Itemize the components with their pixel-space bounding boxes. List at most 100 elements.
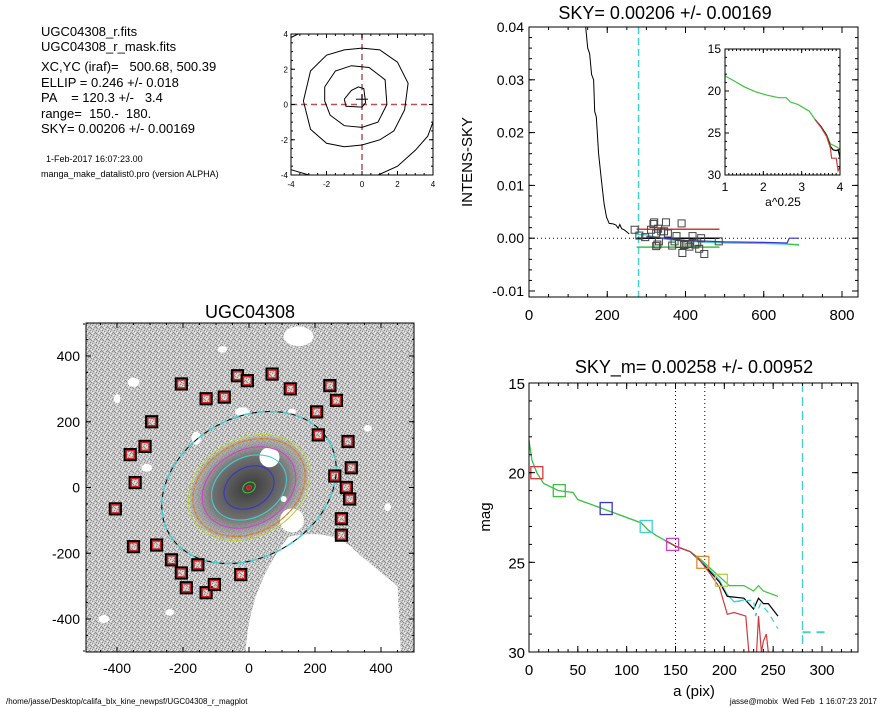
masked-region xyxy=(384,503,391,512)
intens-sky-frame xyxy=(528,26,859,298)
sky-sample-marker xyxy=(678,248,687,257)
sky-box xyxy=(341,482,352,493)
inset-xlabel: a^0.25 xyxy=(765,195,801,209)
file-name: UGC04308_r.fits xyxy=(41,24,138,39)
sky-box xyxy=(176,568,187,578)
sky-sample-marker xyxy=(714,237,723,246)
y-tick-label: 0.01 xyxy=(497,177,524,193)
sky-box xyxy=(267,369,277,379)
sky-box xyxy=(130,477,140,488)
isophote-magenta-a150 xyxy=(201,446,297,529)
sky-box-outer xyxy=(126,540,141,554)
mag-profile-red xyxy=(665,540,750,653)
x-tick-label: 150 xyxy=(663,662,688,679)
sky-box-outer xyxy=(150,538,164,552)
inset-background xyxy=(725,49,840,175)
sky-box xyxy=(201,587,211,598)
sky-box-outer xyxy=(191,558,205,572)
mag-profile-cyan-dash xyxy=(734,599,779,630)
sky-box-outer xyxy=(334,528,348,542)
y-tick-label: -2 xyxy=(281,136,289,145)
y-tick-label: 0.02 xyxy=(497,125,524,141)
y-tick-label: 0 xyxy=(284,101,289,110)
sky-sample-marker xyxy=(668,241,677,250)
contour-line xyxy=(324,65,388,128)
masked-region xyxy=(321,250,395,304)
param-pa: PA = 120.3 +/- 3.4 xyxy=(41,90,163,105)
y-tick-label: 0 xyxy=(72,480,80,496)
sky-sample-marker xyxy=(683,240,692,249)
sky-sample-marker xyxy=(700,250,709,259)
mask-file-name: UGC04308_r_mask.fits xyxy=(41,39,177,54)
sky-sample-marker xyxy=(695,244,704,253)
sky-sample-marker xyxy=(663,229,672,238)
sky-box xyxy=(181,583,192,593)
sky-box xyxy=(331,395,342,406)
x-tick-label: -4 xyxy=(287,180,295,189)
sky-box xyxy=(151,540,162,550)
param-ellip: ELLIP = 0.246 +/- 0.018 xyxy=(41,75,179,90)
isophote-marker-cyan xyxy=(639,519,653,534)
y-tick-label: 15 xyxy=(508,376,525,393)
sky-box-outer xyxy=(138,439,152,454)
y-tick-label: -4 xyxy=(281,171,289,180)
outer-profile-green xyxy=(787,243,800,246)
sky-box xyxy=(242,375,253,386)
x-tick-label: 250 xyxy=(761,662,786,679)
sky-box-outer xyxy=(108,502,122,516)
footer-user-stamp: jasse@mobix Wed Feb 1 16:07:23 2017 xyxy=(729,697,877,706)
intens-sky-title: SKY= 0.00206 +/- 0.00169 xyxy=(558,3,771,23)
sky-box-outer xyxy=(174,566,188,580)
y-tick-label: 0.00 xyxy=(497,230,524,246)
sky-box-outer xyxy=(311,428,325,442)
sky-box xyxy=(201,393,211,404)
isophote-red-a8 xyxy=(245,484,253,491)
inset-x-tick-label: 3 xyxy=(798,180,805,194)
sky-box-outer xyxy=(343,492,357,506)
x-tick-label: 200 xyxy=(303,660,327,676)
sky-box xyxy=(336,530,347,540)
sky-box-outer xyxy=(164,553,179,567)
contour-line xyxy=(290,169,309,176)
sky-box xyxy=(176,379,187,389)
y-tick-label: 400 xyxy=(57,348,81,364)
isophote-marker-magenta xyxy=(665,537,680,552)
y-tick-label: 25 xyxy=(508,555,525,572)
y-tick-label: 200 xyxy=(57,414,81,430)
y-tick-label: 30 xyxy=(508,645,525,662)
x-tick-label: 0 xyxy=(360,180,365,189)
sky-box xyxy=(236,569,246,580)
isophote-cyan-a120 xyxy=(211,454,287,521)
mag-profile-xlabel: a (pix) xyxy=(673,683,715,700)
sky-box-outer xyxy=(328,469,342,483)
sky-box-outer xyxy=(179,581,193,595)
inset-x-tick-label: 2 xyxy=(760,180,767,194)
sky-sample-marker xyxy=(630,225,639,234)
sky-sample-marker xyxy=(661,218,670,227)
sky-box-outer xyxy=(240,374,254,388)
sky-box-outer xyxy=(344,461,358,475)
masked-region xyxy=(141,463,152,472)
sky-box-outer xyxy=(323,378,337,393)
sky-box-outer xyxy=(265,367,279,381)
mag-profile-title: SKY_m= 0.00258 +/- 0.00952 xyxy=(575,357,813,378)
program-name: manga_make_datalist0.pro (version ALPHA) xyxy=(41,169,219,179)
masked-region xyxy=(283,326,314,347)
mag-profile-ylabel: mag xyxy=(477,502,494,531)
sky-box-outer xyxy=(329,393,344,407)
sky-box xyxy=(330,471,340,481)
sky-box-outer xyxy=(145,415,159,429)
inset-profile-red xyxy=(814,119,841,173)
inset-y-tick-label: 30 xyxy=(708,168,722,182)
x-tick-label: 100 xyxy=(614,662,639,679)
y-tick-label: 0.03 xyxy=(497,72,524,88)
x-tick-label: 0 xyxy=(525,307,533,324)
sky-box-outer xyxy=(123,448,137,462)
isophote-marker-yellowgreen xyxy=(714,573,729,587)
x-tick-label: -200 xyxy=(169,660,197,676)
intensity-profile-line xyxy=(585,26,630,235)
sky-box xyxy=(140,441,150,452)
sky-box-outer xyxy=(217,390,231,404)
masked-region xyxy=(127,377,140,387)
sky-sample-marker xyxy=(697,234,706,243)
